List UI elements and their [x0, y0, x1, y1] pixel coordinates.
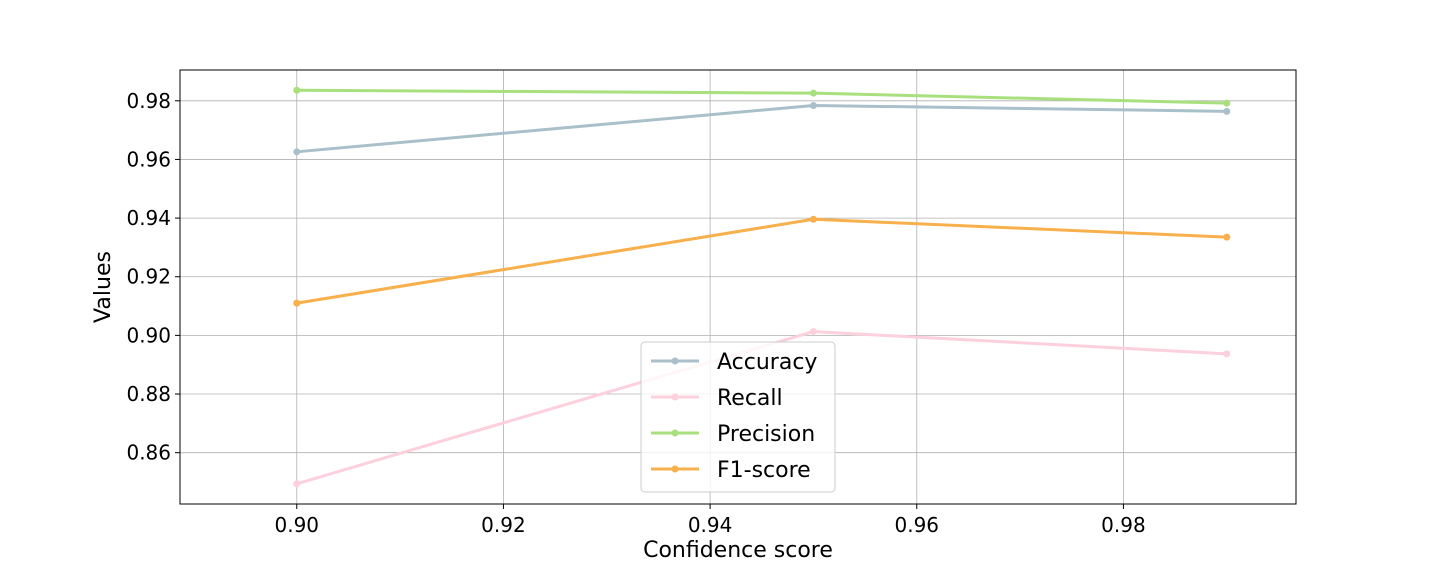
data-point-recall: [809, 328, 817, 336]
x-axis-label: Confidence score: [643, 538, 833, 563]
legend: Accuracy Recall Precision F1-score: [640, 341, 836, 493]
legend-label-f1-score: F1-score: [717, 458, 811, 483]
x-tick-label: 0.96: [895, 513, 940, 537]
y-tick-label: 0.88: [126, 382, 171, 406]
data-point-precision: [293, 86, 301, 94]
data-point-f1-score: [293, 299, 301, 307]
data-point-recall: [293, 480, 301, 488]
data-point-accuracy: [293, 148, 301, 156]
legend-marker-f1-score: [671, 465, 679, 473]
data-point-f1-score: [809, 215, 817, 223]
series-line-accuracy: [295, 103, 1229, 154]
x-tick-label: 0.94: [688, 513, 733, 537]
legend-box: [640, 341, 836, 493]
legend-marker-recall: [671, 393, 679, 401]
data-point-recall: [1223, 350, 1231, 358]
x-tick-label: 0.92: [481, 513, 526, 537]
y-tick-label: 0.94: [126, 206, 171, 230]
series-line-precision: [295, 88, 1229, 105]
legend-label-recall: Recall: [717, 386, 783, 411]
y-tick-label: 0.96: [126, 147, 171, 171]
series-lines: [293, 86, 1231, 488]
data-point-precision: [809, 89, 817, 97]
data-point-accuracy: [1223, 107, 1231, 115]
data-point-accuracy: [809, 101, 817, 109]
x-tick-label: 0.90: [275, 513, 320, 537]
y-axis-label: Values: [91, 251, 116, 323]
legend-label-accuracy: Accuracy: [717, 350, 817, 375]
plot-frame: [179, 69, 1297, 505]
axis-ticks: 0.90 0.92 0.94 0.96 0.98 0.86 0.88 0.90 0.92 0.94…: [126, 89, 1145, 537]
series-line-f1-score: [295, 217, 1229, 305]
x-tick-label: 0.98: [1101, 513, 1146, 537]
data-point-f1-score: [1223, 233, 1231, 241]
y-tick-label: 0.86: [126, 441, 171, 465]
data-point-precision: [1223, 99, 1231, 107]
legend-marker-precision: [671, 429, 679, 437]
y-tick-label: 0.98: [126, 89, 171, 113]
legend-label-precision: Precision: [717, 422, 815, 447]
y-tick-label: 0.90: [126, 323, 171, 347]
legend-marker-accuracy: [671, 357, 679, 365]
y-tick-label: 0.92: [126, 265, 171, 289]
